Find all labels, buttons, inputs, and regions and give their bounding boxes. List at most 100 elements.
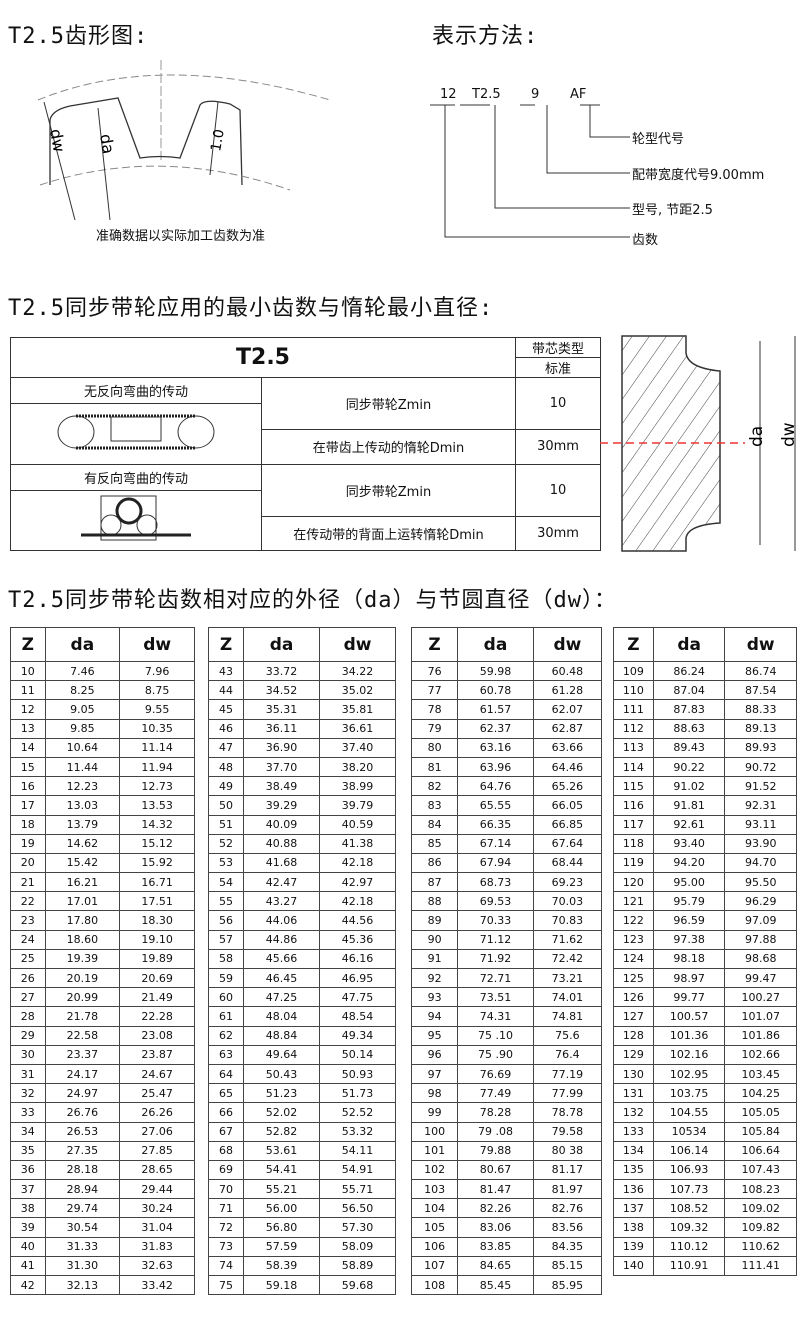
table-row: 64 50.43 50.93 [207, 1063, 396, 1085]
table-row: 65 51.23 51.73 [207, 1083, 396, 1104]
cell-dw: 76.4 [532, 1044, 603, 1065]
table-row: 127 100.57 101.07 [613, 1006, 797, 1027]
cell-dw: 51.73 [319, 1083, 396, 1104]
table-row: 47 36.90 37.40 [207, 737, 396, 758]
table-row: 106 83.85 84.35 [410, 1236, 603, 1257]
table-row: 50 39.29 39.79 [207, 795, 396, 816]
table-row: 12 9.05 9.55 [10, 699, 195, 720]
table-row: 70 55.21 55.71 [207, 1179, 396, 1200]
cell-dw: 46.16 [319, 948, 396, 970]
cell-dw: 23.08 [119, 1025, 195, 1046]
cell-dw: 83.56 [532, 1217, 603, 1238]
table-row: 83 65.55 66.05 [410, 795, 603, 816]
cell-da: 37.70 [243, 756, 321, 778]
cell-da: 66.35 [457, 814, 534, 835]
cell-dw: 25.47 [119, 1083, 195, 1104]
cell-da: 13.79 [44, 814, 121, 835]
cell-z: 118 [613, 833, 654, 854]
cell-z: 120 [613, 872, 654, 893]
cell-z: 31 [10, 1063, 46, 1085]
table-row: 131 103.75 104.25 [613, 1083, 797, 1104]
cell-z: 84 [410, 814, 459, 835]
table-row: 29 22.58 23.08 [10, 1025, 195, 1046]
table-row: 16 12.23 12.73 [10, 776, 195, 797]
table-row: 38 29.74 30.24 [10, 1198, 195, 1219]
cell-z: 72 [207, 1217, 245, 1238]
cell-da: 110.12 [652, 1236, 726, 1257]
table-row: 67 52.82 53.32 [207, 1121, 396, 1142]
cell-da: 33.72 [243, 660, 321, 682]
cell-da: 11.44 [44, 756, 121, 778]
cell-da: 92.61 [652, 814, 726, 835]
cell-dw: 38.20 [319, 756, 396, 778]
cell-dw: 74.81 [532, 1006, 603, 1027]
cell-dw: 90.72 [724, 756, 797, 778]
cell-da: 91.02 [652, 776, 726, 797]
cell-z: 97 [410, 1063, 459, 1085]
cell-da: 40.09 [243, 814, 321, 835]
header-dw: dw [119, 627, 195, 662]
cell-dw: 42.97 [319, 872, 396, 893]
cell-z: 18 [10, 814, 46, 835]
cell-z: 28 [10, 1006, 46, 1027]
table-row: 52 40.88 41.38 [207, 833, 396, 854]
cell-da: 47.25 [243, 987, 321, 1008]
cell-da: 103.75 [652, 1083, 726, 1104]
cell-z: 70 [207, 1179, 245, 1200]
header-z: Z [207, 627, 245, 662]
cell-da: 55.21 [243, 1179, 321, 1200]
cell-dw: 16.71 [119, 872, 195, 893]
cell-z: 35 [10, 1140, 46, 1161]
cell-dw: 75.6 [532, 1025, 603, 1046]
cell-z: 125 [613, 967, 654, 989]
table-row: 95 75 .10 75.6 [410, 1025, 603, 1046]
cell-z: 14 [10, 737, 46, 758]
table-row: 86 67.94 68.44 [410, 852, 603, 874]
cell-z: 92 [410, 967, 459, 989]
cell-da: 53.61 [243, 1140, 321, 1161]
cell-da: 38.49 [243, 776, 321, 797]
cell-da: 100.57 [652, 1006, 726, 1027]
cell-z: 99 [410, 1102, 459, 1123]
cell-da: 77.49 [457, 1083, 534, 1104]
no-reverse-drive-image [10, 403, 262, 465]
cell-da: 72.71 [457, 967, 534, 989]
cell-z: 131 [613, 1083, 654, 1104]
table-row: 102 80.67 81.17 [410, 1159, 603, 1181]
cell-da: 65.55 [457, 795, 534, 816]
cell-z: 12 [10, 699, 46, 720]
cell-da: 27.35 [44, 1140, 121, 1161]
cell-z: 96 [410, 1044, 459, 1065]
cell-da: 9.85 [44, 718, 121, 739]
cell-z: 111 [613, 699, 654, 720]
cell-z: 65 [207, 1083, 245, 1104]
table-row: 24 18.60 19.10 [10, 929, 195, 950]
cell-dw: 50.14 [319, 1044, 396, 1065]
cell-dw: 104.25 [724, 1083, 797, 1104]
cell-dw: 41.38 [319, 833, 396, 854]
cell-z: 122 [613, 910, 654, 931]
cell-da: 58.39 [243, 1255, 321, 1277]
cell-dw: 87.54 [724, 680, 797, 701]
cell-da: 24.97 [44, 1083, 121, 1104]
table-row: 46 36.11 36.61 [207, 718, 396, 739]
cell-da: 16.21 [44, 872, 121, 893]
cell-z: 107 [410, 1255, 459, 1277]
table-row: 71 56.00 56.50 [207, 1198, 396, 1219]
cell-z: 30 [10, 1044, 46, 1065]
table-row: 60 47.25 47.75 [207, 987, 396, 1008]
row-label: 同步带轮Zmin [261, 377, 516, 431]
cell-z: 102 [410, 1159, 459, 1181]
table-row: 119 94.20 94.70 [613, 852, 797, 874]
cell-z: 17 [10, 795, 46, 816]
cell-da: 22.58 [44, 1025, 121, 1046]
cell-z: 46 [207, 718, 245, 739]
profile-note: 准确数据以实际加工齿数为准 [96, 229, 266, 244]
cell-dw: 71.62 [532, 929, 603, 950]
table-row: 112 88.63 89.13 [613, 718, 797, 739]
cell-z: 123 [613, 929, 654, 950]
table-row: 23 17.80 18.30 [10, 910, 195, 931]
